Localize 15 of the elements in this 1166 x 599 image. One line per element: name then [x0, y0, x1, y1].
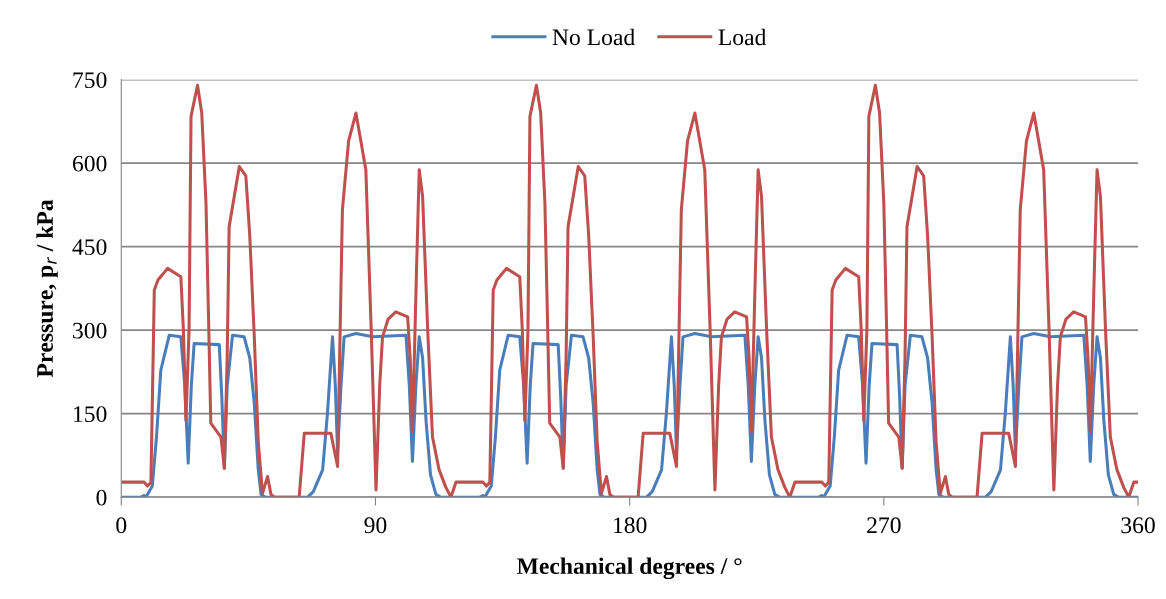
y-tick-label: 150: [74, 406, 107, 423]
y-tick-label: 0: [96, 489, 107, 506]
y-axis-title: Pressure, p$_{r}$ / kPa: [36, 199, 58, 378]
x-tick-label: 0: [116, 517, 127, 534]
legend-label: No Load: [552, 28, 635, 46]
x-tick-label: 90: [364, 517, 387, 534]
y-tick-label: 300: [73, 322, 107, 339]
x-tick-label: 180: [614, 517, 647, 534]
y-tick-label: 750: [73, 72, 107, 89]
legend-label: Load: [718, 28, 767, 46]
y-tick-label: 600: [72, 155, 107, 172]
y-tick-label: 450: [72, 239, 107, 256]
x-axis-title: Mechanical degrees / °: [517, 557, 742, 580]
x-tick-label: 270: [867, 517, 901, 534]
x-tick-label: 360: [1121, 517, 1155, 534]
